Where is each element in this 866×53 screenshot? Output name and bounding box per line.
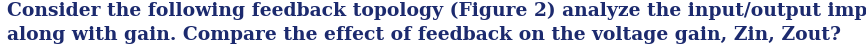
Text: Consider the following feedback topology (Figure 2) analyze the input/output imp: Consider the following feedback topology… xyxy=(7,2,866,44)
